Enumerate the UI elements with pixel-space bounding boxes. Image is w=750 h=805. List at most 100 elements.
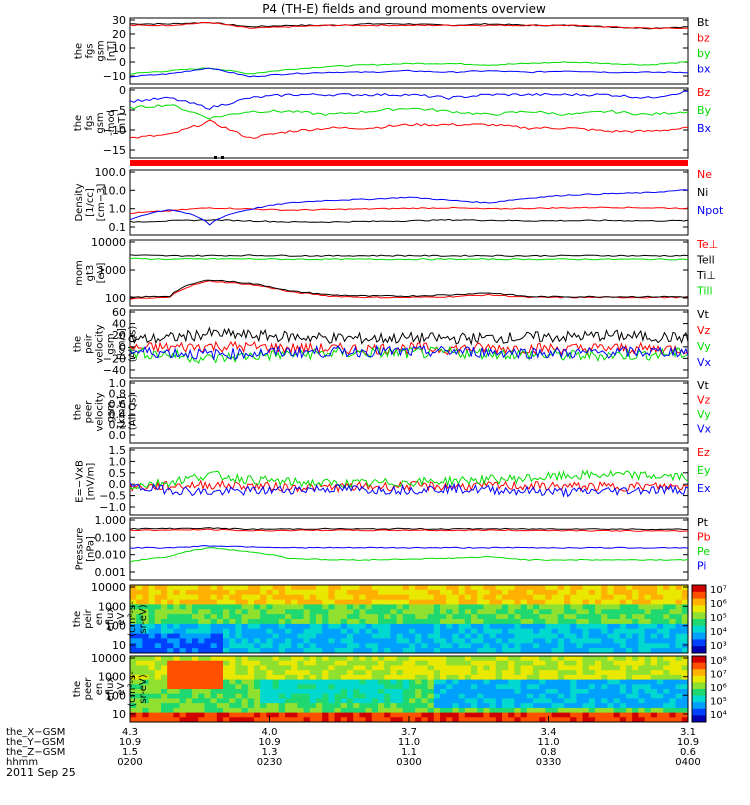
spectrogram-cell — [179, 599, 187, 605]
spectrogram-cell — [340, 648, 348, 654]
spectrogram-cell — [570, 604, 577, 610]
spectrogram-cell — [557, 717, 565, 723]
spectrogram-cell — [254, 656, 261, 662]
spectrogram-cell — [390, 689, 398, 695]
x-tick-label: 3.1 — [680, 727, 696, 738]
spectrogram-cell — [378, 670, 385, 676]
spectrogram-cell — [564, 703, 571, 709]
spectrogram-cell — [192, 712, 199, 718]
spectrogram-cell — [210, 623, 218, 630]
spectrogram-cell — [247, 717, 255, 723]
spectrogram-cell — [390, 693, 398, 699]
spectrogram-cell — [545, 693, 553, 699]
spectrogram-cell — [613, 614, 621, 620]
spectrogram-cell — [632, 665, 639, 671]
spectrogram-cell — [359, 614, 367, 620]
spectrogram-cell — [241, 638, 249, 644]
spectrogram-cell — [582, 703, 590, 709]
spectrogram-cell — [607, 633, 615, 639]
spectrogram-cell — [557, 633, 565, 639]
spectrogram-cell — [130, 623, 137, 630]
spectrogram-cell — [489, 674, 497, 681]
spectrogram-cell — [266, 703, 274, 709]
spectrogram-cell — [533, 660, 540, 666]
spectrogram-cell — [353, 594, 360, 601]
spectrogram-cell — [533, 585, 540, 591]
spectrogram-cell — [353, 628, 360, 635]
spectrogram-cell — [601, 594, 608, 601]
spectrogram-cell — [545, 698, 553, 704]
spectrogram-cell — [136, 693, 143, 699]
spectrogram-cell — [632, 619, 639, 625]
spectrogram-cell — [285, 609, 292, 615]
spectrogram-cell — [483, 594, 491, 601]
spectrogram-cell — [130, 707, 137, 714]
spectrogram-cell — [216, 589, 224, 596]
spectrogram-cell — [638, 648, 646, 654]
spectrogram-cell — [502, 585, 509, 591]
spectrogram-cell — [421, 684, 429, 690]
spectrogram-cell — [347, 689, 354, 695]
spectrogram-cell — [551, 648, 559, 654]
spectrogram-cell — [260, 679, 267, 685]
spectrogram-cell — [291, 689, 298, 695]
spectrogram-cell — [539, 633, 546, 639]
spectrogram-cell — [626, 619, 633, 625]
spectrogram-cell — [303, 609, 311, 615]
y-tick-label: 0.5 — [109, 467, 127, 480]
spectrogram-cell — [483, 599, 491, 605]
spectrogram-cell — [241, 712, 249, 718]
spectrogram-cell — [192, 717, 199, 723]
spectrogram-cell — [415, 656, 422, 662]
spectrogram-cell — [241, 670, 249, 676]
spectrogram-cell — [458, 648, 466, 654]
spectrogram-cell — [185, 660, 193, 666]
spectrogram-cell — [378, 689, 385, 695]
spectrogram-cell — [440, 684, 447, 690]
spectrogram-cell — [148, 679, 156, 685]
spectrogram-cell — [458, 717, 466, 723]
spectrogram-cell — [154, 698, 162, 704]
colorbar-step — [692, 585, 706, 589]
x-tick-label: 1.3 — [262, 747, 278, 758]
spectrogram-cell — [588, 656, 596, 662]
spectrogram-cell — [148, 648, 156, 654]
spectrogram-cell — [130, 670, 137, 676]
spectrogram-cell — [309, 670, 317, 676]
spectrogram-cell — [278, 589, 286, 596]
spectrogram-cell — [278, 693, 286, 699]
spectrogram-cell — [266, 623, 274, 630]
spectrogram-cell — [433, 703, 441, 709]
spectrogram-cell — [650, 628, 658, 635]
spectrogram-cell — [619, 665, 627, 671]
spectrogram-cell — [644, 684, 652, 690]
spectrogram-cell — [136, 684, 143, 690]
spectrogram-cell — [278, 684, 286, 690]
spectrogram-cell — [266, 594, 274, 601]
spectrogram-cell — [458, 633, 466, 639]
spectrogram-cell — [452, 684, 460, 690]
spectrogram-cell — [402, 648, 410, 654]
spectrogram-cell — [458, 623, 466, 630]
spectrogram-cell — [297, 648, 305, 654]
spectrogram-cell — [452, 628, 460, 635]
spectrogram-cell — [309, 633, 317, 639]
spectrogram-cell — [588, 698, 596, 704]
spectrogram-cell — [272, 707, 280, 714]
colorbar-step — [692, 672, 706, 677]
mode-bar — [130, 160, 688, 166]
spectrogram-cell — [570, 643, 577, 649]
spectrogram-cell — [334, 599, 342, 605]
spectrogram-cell — [402, 638, 410, 644]
spectrogram-cell — [167, 628, 174, 635]
spectrogram-cell — [644, 703, 652, 709]
spectrogram-cell — [582, 599, 590, 605]
spectrogram-cell — [216, 693, 224, 699]
spectrogram-cell — [502, 628, 509, 635]
spectrogram-cell — [564, 674, 571, 681]
spectrogram-cell — [229, 609, 236, 615]
spectrogram-cell — [278, 703, 286, 709]
spectrogram-cell — [347, 628, 354, 635]
spectrogram-cell — [433, 717, 441, 723]
spectrogram-cell — [291, 698, 298, 704]
